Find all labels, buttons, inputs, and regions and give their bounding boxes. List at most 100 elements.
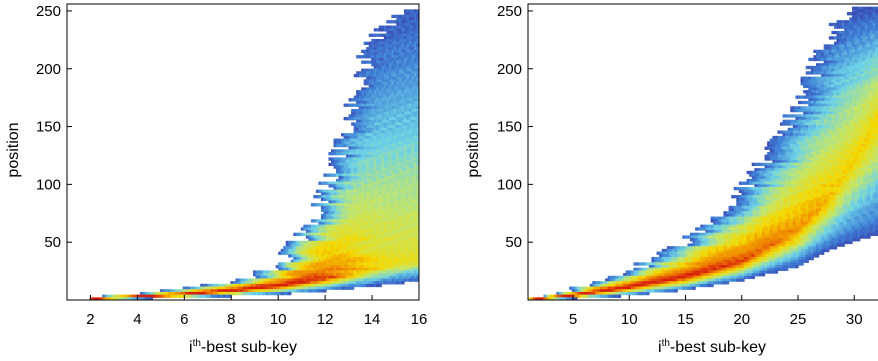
- heatmap-cell: [323, 203, 327, 207]
- heatmap-cell: [388, 52, 392, 56]
- heatmap-cell: [325, 262, 330, 266]
- heatmap-cell: [381, 240, 385, 245]
- heatmap-cell: [318, 278, 322, 282]
- heatmap-cell: [300, 248, 304, 253]
- heatmap-cell: [336, 189, 340, 193]
- heatmap-cell: [336, 162, 340, 167]
- heatmap-cell: [834, 44, 838, 48]
- heatmap-cell: [386, 68, 390, 72]
- heatmap-cell: [348, 254, 352, 258]
- heatmap-cell: [167, 294, 171, 298]
- heatmap-cell: [411, 273, 415, 277]
- heatmap-cell: [810, 76, 815, 80]
- heatmap-cell: [376, 184, 380, 188]
- heatmap-cell: [854, 84, 858, 89]
- heatmap-cell: [371, 211, 375, 215]
- heatmap-cell: [408, 184, 413, 188]
- heatmap-cell: [792, 119, 797, 123]
- heatmap-cell: [413, 262, 418, 266]
- heatmap-cell: [798, 106, 802, 110]
- heatmap-cell: [403, 165, 408, 169]
- heatmap-cell: [368, 154, 372, 158]
- heatmap-cell: [303, 254, 307, 258]
- heatmap-cell: [391, 130, 395, 134]
- heatmap-cell: [202, 283, 206, 288]
- heatmap-cell: [303, 265, 307, 269]
- heatmap-cell: [386, 87, 390, 91]
- heatmap-cell: [391, 36, 395, 40]
- heatmap-cell: [398, 90, 402, 94]
- heatmap-cell: [343, 133, 347, 137]
- heatmap-cell: [413, 256, 418, 261]
- heatmap-cell: [388, 270, 392, 274]
- heatmap-cell: [348, 162, 352, 167]
- heatmap-cell: [388, 186, 392, 191]
- heatmap-cell: [867, 95, 871, 99]
- heatmap-cell: [875, 103, 878, 107]
- heatmap-cell: [813, 71, 817, 75]
- heatmap-cell: [283, 275, 287, 280]
- heatmap-cell: [388, 141, 392, 145]
- heatmap-cell: [149, 297, 154, 300]
- heatmap-cell: [403, 82, 408, 86]
- heatmap-cell: [401, 98, 405, 102]
- heatmap-cell: [816, 57, 820, 62]
- heatmap-cell: [361, 283, 365, 288]
- heatmap-cell: [353, 248, 357, 253]
- heatmap-cell: [295, 267, 299, 271]
- heatmap-cell: [248, 281, 252, 285]
- heatmap-cell: [371, 165, 375, 169]
- heatmap-cell: [315, 251, 320, 255]
- heatmap-cell: [310, 238, 314, 242]
- heatmap-cell: [805, 111, 809, 115]
- heatmap-cell: [371, 117, 375, 121]
- heatmap-cell: [859, 20, 863, 24]
- heatmap-cell: [808, 90, 812, 94]
- heatmap-cell: [393, 82, 397, 86]
- heatmap-cell: [373, 192, 377, 196]
- heatmap-cell: [872, 111, 876, 115]
- heatmap-cell: [99, 297, 103, 300]
- heatmap-cell: [406, 230, 410, 234]
- heatmap-cell: [378, 49, 382, 54]
- heatmap-cell: [338, 238, 342, 242]
- heatmap-cell: [808, 57, 812, 62]
- heatmap-cell: [408, 12, 413, 16]
- heatmap-cell: [348, 149, 352, 153]
- heatmap-cell: [413, 259, 418, 263]
- heatmap-cell: [376, 162, 380, 167]
- heatmap-cell: [381, 270, 385, 274]
- heatmap-cell: [368, 76, 372, 80]
- heatmap-cell: [875, 111, 878, 115]
- heatmap-cell: [308, 238, 312, 242]
- heatmap-cell: [378, 130, 382, 134]
- heatmap-cell: [343, 219, 347, 223]
- heatmap-cell: [313, 283, 317, 288]
- heatmap-cell: [867, 63, 871, 67]
- heatmap-cell: [406, 22, 410, 27]
- heatmap-cell: [310, 219, 314, 223]
- heatmap-cell: [388, 259, 392, 263]
- heatmap-cell: [388, 211, 392, 215]
- heatmap-cell: [331, 232, 335, 237]
- heatmap-cell: [805, 92, 809, 97]
- heatmap-cell: [328, 270, 332, 274]
- heatmap-cell: [844, 68, 848, 72]
- heatmap-cell: [275, 273, 279, 277]
- heatmap-cell: [841, 103, 845, 107]
- heatmap-cell: [343, 283, 347, 288]
- heatmap-cell: [836, 63, 840, 67]
- heatmap-cell: [849, 103, 853, 107]
- heatmap-cell: [366, 281, 370, 285]
- heatmap-cell: [295, 254, 299, 258]
- heatmap-cell: [413, 122, 418, 126]
- heatmap-cell: [870, 25, 874, 29]
- heatmap-cell: [258, 289, 262, 293]
- heatmap-cell: [341, 281, 345, 285]
- heatmap-cell: [844, 92, 848, 97]
- heatmap-cell: [870, 44, 874, 48]
- heatmap-cell: [323, 197, 327, 202]
- heatmap-cell: [844, 25, 848, 29]
- heatmap-cell: [867, 71, 871, 75]
- heatmap-cell: [401, 265, 405, 269]
